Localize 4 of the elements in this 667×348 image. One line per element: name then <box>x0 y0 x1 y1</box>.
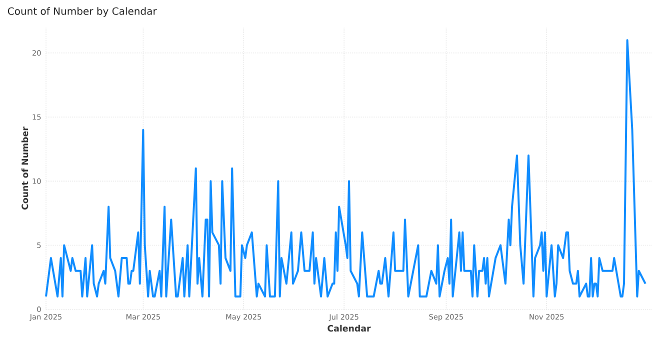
chart-title: Count of Number by Calendar <box>8 7 157 17</box>
x-axis-title: Calendar <box>328 324 371 332</box>
line-series <box>45 39 646 298</box>
y-axis-title: Count of Number <box>21 126 28 210</box>
